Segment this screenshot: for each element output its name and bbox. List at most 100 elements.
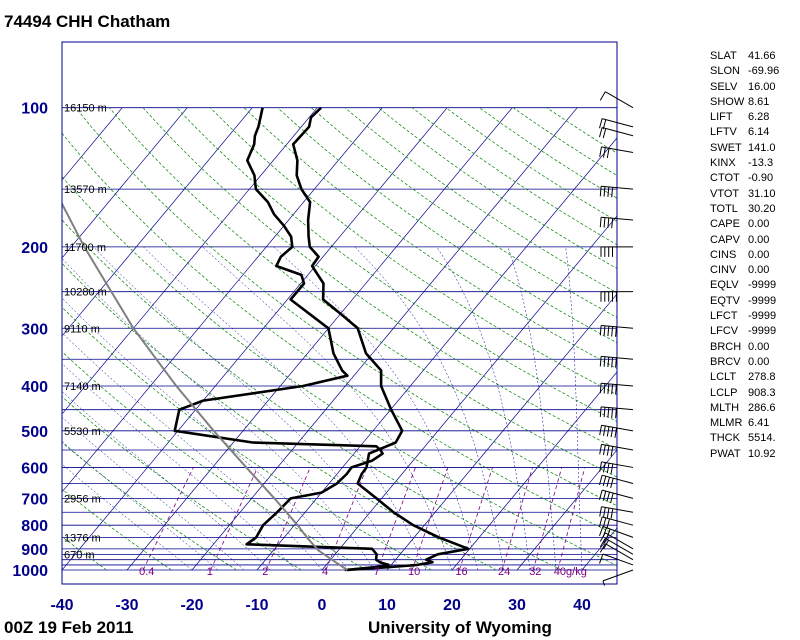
wind-barb-feather bbox=[615, 326, 617, 337]
index-value: 141.0 bbox=[748, 141, 776, 154]
dry-adiabat bbox=[62, 351, 367, 571]
dry-adiabat bbox=[62, 306, 432, 571]
wind-barb bbox=[599, 461, 634, 474]
wind-barb-feather bbox=[603, 445, 606, 455]
wind-barb bbox=[599, 91, 634, 109]
wind-barb-staff bbox=[601, 424, 634, 432]
wind-barb-staff bbox=[601, 406, 634, 411]
wind-barb-feather bbox=[610, 427, 614, 438]
parcel-path bbox=[62, 201, 348, 571]
moist-adiabat bbox=[62, 257, 375, 571]
index-row: SLON -69.96 bbox=[710, 64, 779, 79]
pressure-label: 900 bbox=[21, 542, 48, 559]
wind-barb bbox=[599, 185, 634, 198]
wind-barbs bbox=[599, 91, 634, 586]
mixing-ratio-line bbox=[265, 467, 311, 571]
wind-barb-feather bbox=[603, 425, 606, 436]
index-value: 6.41 bbox=[748, 417, 770, 430]
isotherm-line bbox=[62, 107, 448, 571]
wind-barb bbox=[599, 443, 634, 457]
mixing-ratio-label: 24 bbox=[498, 566, 510, 578]
wind-barb-feather bbox=[610, 492, 614, 503]
temperature-trace bbox=[291, 106, 470, 572]
wind-barb-feather bbox=[599, 356, 602, 367]
index-key: CAPV bbox=[710, 233, 740, 246]
wind-barb-staff bbox=[601, 127, 634, 137]
index-row: TOTL 30.20 bbox=[710, 202, 779, 217]
index-key: MLTH bbox=[710, 401, 740, 414]
moist-adiabat bbox=[62, 332, 323, 571]
index-key: CAPE bbox=[710, 218, 740, 231]
plot-frame bbox=[61, 41, 618, 585]
isotherm-line bbox=[62, 107, 253, 337]
wind-barb-feather bbox=[611, 407, 614, 418]
wind-barb bbox=[599, 489, 634, 503]
wind-barb-feather bbox=[603, 462, 606, 473]
index-key: SHOW bbox=[710, 95, 745, 108]
wind-barb-staff bbox=[601, 461, 634, 468]
wind-barb bbox=[599, 424, 634, 438]
index-row: KINX -13.3 bbox=[710, 156, 779, 171]
index-value: 0.00 bbox=[748, 340, 770, 353]
index-value: 41.66 bbox=[748, 50, 776, 62]
index-row: PWAT 10.92 bbox=[710, 447, 779, 462]
wind-barb-feather bbox=[599, 475, 603, 486]
temperature-label: -20 bbox=[180, 597, 203, 614]
mixing-ratio-label: 7 bbox=[374, 566, 380, 578]
index-row: VTOT 31.10 bbox=[710, 187, 779, 202]
wind-barb-staff bbox=[601, 355, 634, 360]
mixing-ratio-line bbox=[142, 467, 194, 571]
height-label: 670 m bbox=[64, 549, 95, 561]
dry-adiabat bbox=[62, 132, 617, 536]
dry-adiabat bbox=[62, 219, 562, 571]
mixing-ratio-line bbox=[557, 467, 586, 571]
wind-barb-feather bbox=[606, 477, 610, 488]
wind-barb-staff bbox=[601, 185, 634, 190]
wind-barb-feather bbox=[603, 540, 610, 550]
wind-barb-feather bbox=[615, 357, 617, 368]
wind-barb-feather bbox=[603, 356, 606, 367]
dry-adiabat bbox=[176, 107, 617, 423]
wind-barb-feather bbox=[599, 506, 602, 517]
wind-barb-feather bbox=[603, 147, 606, 158]
wind-barb-feather bbox=[599, 526, 604, 536]
wind-barb bbox=[599, 537, 634, 555]
wind-barb-feather bbox=[602, 476, 607, 487]
dry-adiabat bbox=[62, 488, 172, 571]
wind-barb bbox=[599, 216, 634, 229]
isotherm-line bbox=[62, 107, 383, 493]
wind-barb-feather bbox=[599, 543, 606, 553]
wind-barb bbox=[599, 127, 634, 139]
index-value: -13.3 bbox=[748, 157, 774, 170]
temperature-label: 30 bbox=[508, 597, 526, 614]
dewpoint-trace bbox=[173, 107, 390, 572]
index-key: PWAT bbox=[710, 447, 741, 460]
height-label: 1376 m bbox=[64, 532, 101, 544]
index-row: LIFT 6.28 bbox=[710, 110, 779, 125]
index-key: CINS bbox=[710, 248, 737, 261]
wind-barb-feather bbox=[599, 91, 606, 101]
temperature-label: 40 bbox=[573, 597, 591, 614]
mixing-ratio-line bbox=[377, 467, 416, 571]
index-key: LFCT bbox=[710, 310, 738, 323]
isotherm-line bbox=[62, 107, 318, 415]
index-key: LCLP bbox=[710, 386, 738, 399]
wind-barb-feather bbox=[602, 527, 607, 538]
index-key: LFCV bbox=[710, 325, 739, 338]
wind-barb bbox=[599, 382, 634, 395]
isotherm-line bbox=[126, 107, 513, 571]
temperature-label: 20 bbox=[443, 597, 461, 614]
height-label: 11700 m bbox=[64, 242, 106, 254]
dry-adiabat bbox=[209, 107, 617, 396]
dry-adiabat bbox=[142, 107, 617, 450]
index-value: -9999 bbox=[748, 325, 777, 338]
wind-barb-feather bbox=[603, 217, 606, 228]
moist-adiabat bbox=[565, 246, 583, 571]
index-row: EQLV -9999 bbox=[710, 278, 779, 293]
height-label: 13570 m bbox=[64, 184, 107, 196]
isotherm-line bbox=[321, 215, 617, 571]
index-key: CINV bbox=[710, 264, 737, 277]
moist-adiabat bbox=[62, 297, 349, 571]
